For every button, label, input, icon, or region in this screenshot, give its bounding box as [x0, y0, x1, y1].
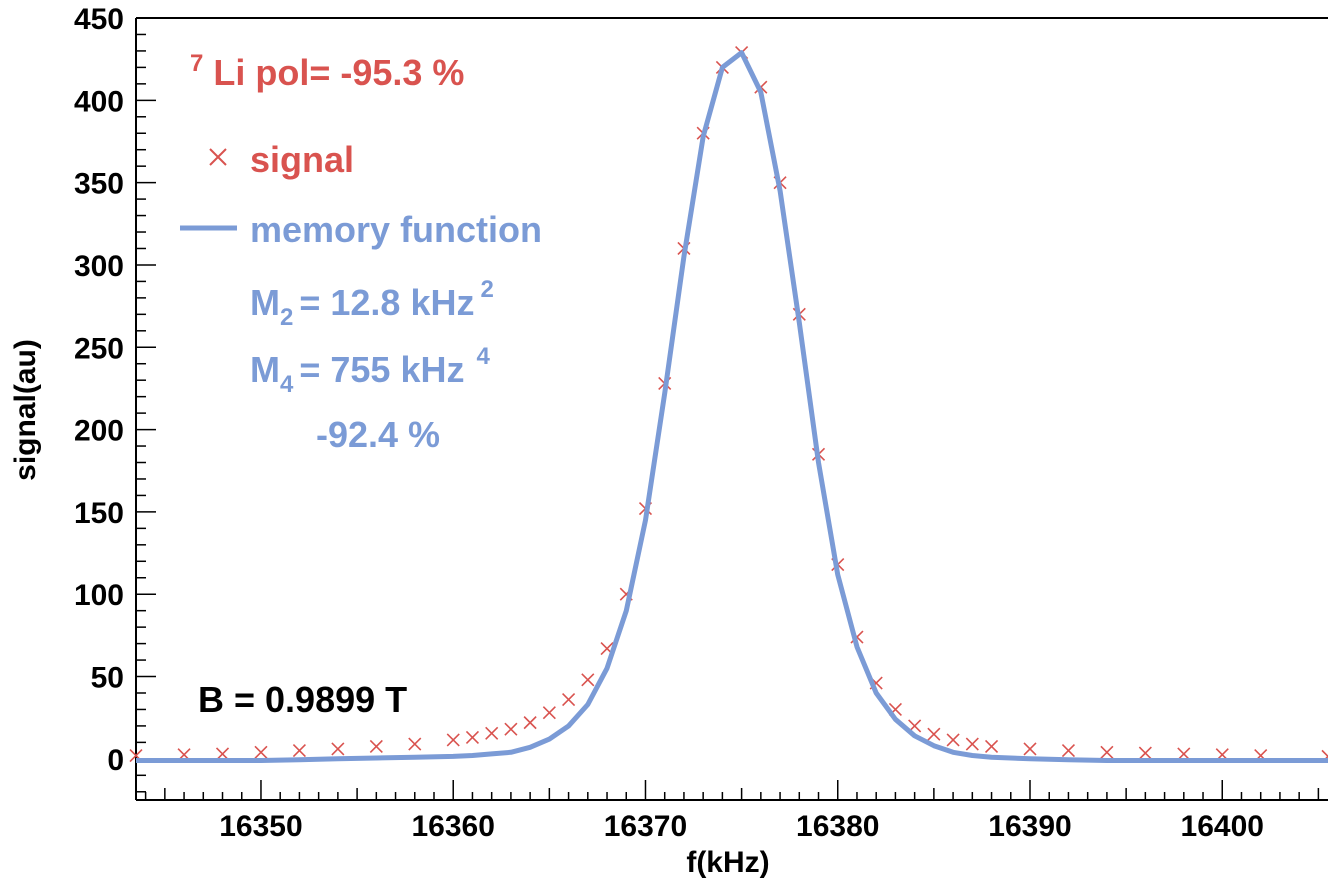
- signal-point: [369, 739, 383, 754]
- y-axis: 0 50 100 150 200 250 300 350 400 450: [74, 3, 156, 793]
- m4-subscript: 4: [280, 371, 294, 398]
- signal-point: [1177, 747, 1191, 761]
- fit-polarization: -92.4 %: [316, 414, 440, 455]
- signal-point: [485, 726, 499, 740]
- signal-point: [1100, 745, 1114, 759]
- isotope-superscript: 7: [190, 50, 203, 77]
- legend-signal-marker: [209, 148, 227, 166]
- x-axis: 16350 16360 16370 16380 16390 16400: [144, 780, 1320, 843]
- signal-point: [523, 716, 537, 730]
- m4-superscript: 4: [476, 343, 490, 370]
- signal-point: [504, 722, 518, 736]
- signal-point: [1138, 746, 1152, 760]
- axes-frame: [135, 17, 1328, 801]
- signal-point: [581, 673, 595, 687]
- signal-point: [446, 733, 460, 747]
- legend: signal memory function: [180, 139, 542, 250]
- y-axis-label: signal(au): [9, 339, 42, 481]
- y-tick-label: 250: [74, 332, 124, 365]
- signal-series: [129, 46, 1328, 763]
- signal-point: [215, 747, 230, 761]
- fit-series: [136, 50, 1328, 763]
- signal-point: [562, 693, 576, 707]
- signal-point: [1023, 742, 1037, 756]
- x-tick-label: 16400: [1181, 810, 1264, 843]
- y-tick-label: 450: [74, 3, 124, 36]
- m2-value: = 12.8 kHz: [299, 282, 474, 323]
- x-axis-label: f(kHz): [686, 846, 769, 879]
- legend-fit-label: memory function: [250, 209, 542, 250]
- signal-point: [292, 744, 306, 758]
- y-tick-label: 150: [74, 497, 124, 530]
- legend-x-icon: [209, 148, 227, 166]
- signal-point: [254, 745, 268, 759]
- field-annotation: B = 0.9899 T: [198, 679, 407, 720]
- m4-symbol: M: [250, 349, 280, 390]
- x-tick-label: 16360: [412, 810, 495, 843]
- y-tick-label: 300: [74, 250, 124, 283]
- signal-point: [408, 737, 422, 751]
- fit-line: [136, 50, 1328, 763]
- x-tick-label: 16390: [988, 810, 1071, 843]
- signal-point: [331, 742, 345, 756]
- x-tick-label: 16350: [219, 810, 302, 843]
- signal-point: [542, 706, 556, 720]
- y-tick-label: 0: [107, 744, 124, 777]
- polarization-text: Li pol= -95.3 %: [213, 52, 464, 93]
- m2-annotation: M2 = 12.8 kHz 2: [250, 276, 494, 331]
- m2-superscript: 2: [480, 276, 493, 303]
- y-tick-label: 50: [91, 662, 124, 695]
- y-tick-label: 400: [74, 85, 124, 118]
- signal-point: [965, 737, 979, 751]
- signal-point: [946, 733, 960, 747]
- signal-point: [1061, 744, 1076, 758]
- y-tick-label: 100: [74, 579, 124, 612]
- x-tick-label: 16370: [604, 810, 687, 843]
- y-tick-label: 350: [74, 168, 124, 201]
- polarization-annotation: 7 Li pol= -95.3 %: [190, 38, 464, 93]
- signal-point: [984, 739, 999, 754]
- x-tick-label: 16380: [796, 810, 879, 843]
- legend-signal-label: signal: [250, 139, 354, 180]
- m4-value: = 755 kHz: [299, 349, 464, 390]
- m2-symbol: M: [250, 282, 280, 323]
- signal-point: [465, 730, 480, 745]
- m4-annotation: M4 = 755 kHz 4: [250, 343, 490, 398]
- m2-subscript: 2: [280, 304, 293, 331]
- signal-point: [927, 727, 941, 741]
- y-tick-label: 200: [74, 415, 124, 448]
